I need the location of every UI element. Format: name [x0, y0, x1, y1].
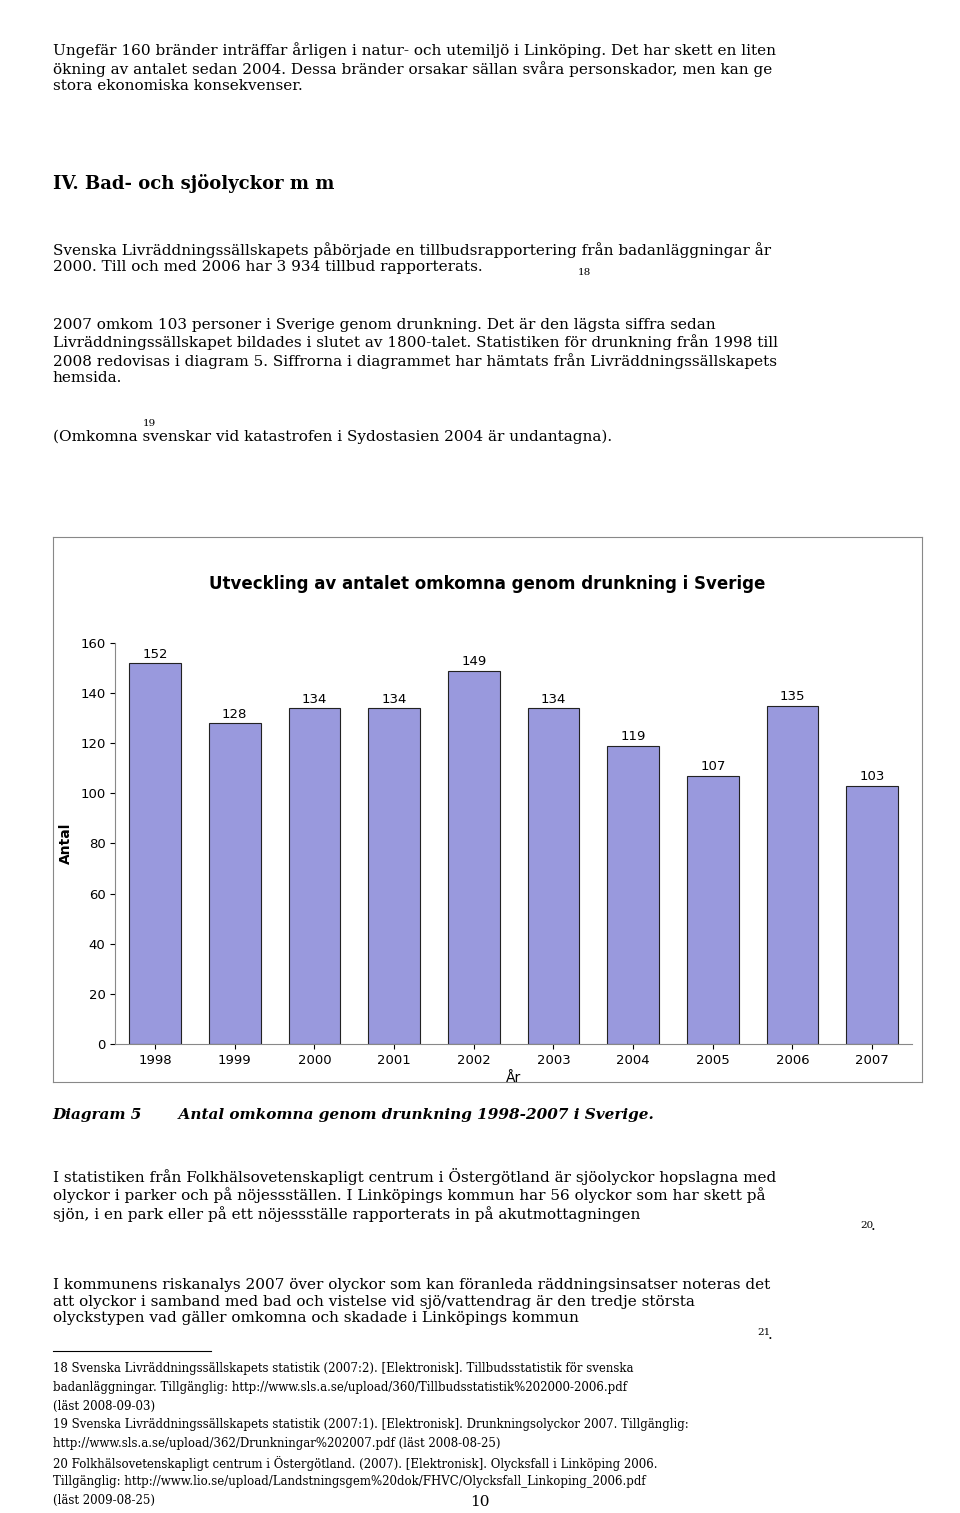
Text: I statistiken från Folkhälsovetenskapligt centrum i Östergötland är sjöolyckor h: I statistiken från Folkhälsovetenskaplig… — [53, 1168, 776, 1223]
Text: 103: 103 — [859, 770, 885, 784]
X-axis label: År: År — [506, 1071, 521, 1085]
Text: Tillgänglig: http://www.lio.se/upload/Landstningsgem%20dok/FHVC/Olycksfall_Linko: Tillgänglig: http://www.lio.se/upload/La… — [53, 1475, 645, 1489]
Text: Diagram 5: Diagram 5 — [53, 1108, 142, 1121]
Text: (läst 2008-09-03): (läst 2008-09-03) — [53, 1400, 155, 1413]
Text: 107: 107 — [700, 761, 726, 773]
Text: 18: 18 — [578, 268, 591, 277]
Text: I kommunens riskanalys 2007 över olyckor som kan föranleda räddningsinsatser not: I kommunens riskanalys 2007 över olyckor… — [53, 1278, 770, 1325]
Text: 134: 134 — [381, 693, 407, 705]
Text: 135: 135 — [780, 690, 805, 704]
Text: 10: 10 — [470, 1495, 490, 1508]
Text: 134: 134 — [540, 693, 566, 705]
Bar — [687, 776, 738, 1044]
Text: (Omkomna svenskar vid katastrofen i Sydostasien 2004 är undantagna).: (Omkomna svenskar vid katastrofen i Sydo… — [53, 430, 612, 445]
Text: http://www.sls.a.se/upload/362/Drunkningar%202007.pdf (läst 2008-08-25): http://www.sls.a.se/upload/362/Drunkning… — [53, 1437, 500, 1451]
Text: IV. Bad- och sjöolyckor m m: IV. Bad- och sjöolyckor m m — [53, 174, 334, 194]
Text: Ungefär 160 bränder inträffar årligen i natur- och utemiljö i Linköping. Det har: Ungefär 160 bränder inträffar årligen i … — [53, 42, 776, 92]
Bar — [528, 708, 579, 1044]
Text: badanläggningar. Tillgänglig: http://www.sls.a.se/upload/360/Tillbudsstatistik%2: badanläggningar. Tillgänglig: http://www… — [53, 1380, 627, 1393]
Bar — [369, 708, 420, 1044]
Text: .: . — [871, 1219, 876, 1233]
Text: 19 Svenska Livräddningssällskapets statistik (2007:1). [Elektronisk]. Drunknings: 19 Svenska Livräddningssällskapets stati… — [53, 1419, 688, 1431]
Text: 20 Folkhälsovetenskapligt centrum i Östergötland. (2007). [Elektronisk]. Olycksf: 20 Folkhälsovetenskapligt centrum i Öste… — [53, 1456, 658, 1471]
Text: 119: 119 — [620, 731, 646, 743]
Y-axis label: Antal: Antal — [60, 823, 73, 864]
Bar — [767, 705, 818, 1044]
Text: 128: 128 — [222, 708, 248, 720]
Bar — [209, 723, 260, 1044]
Text: 20: 20 — [860, 1221, 874, 1230]
Text: Utveckling av antalet omkomna genom drunkning i Sverige: Utveckling av antalet omkomna genom drun… — [209, 575, 765, 593]
Bar — [847, 785, 898, 1044]
Text: 2007 omkom 103 personer i Sverige genom drunkning. Det är den lägsta siffra seda: 2007 omkom 103 personer i Sverige genom … — [53, 318, 778, 384]
Bar — [448, 670, 499, 1044]
Bar — [608, 746, 659, 1044]
Text: Svenska Livräddningssällskapets påbörjade en tillbudsrapportering från badanlägg: Svenska Livräddningssällskapets påbörjad… — [53, 242, 771, 274]
Text: 21: 21 — [757, 1328, 771, 1337]
Text: 19: 19 — [143, 419, 156, 428]
Text: 134: 134 — [301, 693, 327, 705]
Text: Antal omkomna genom drunkning 1998-2007 i Sverige.: Antal omkomna genom drunkning 1998-2007 … — [168, 1108, 654, 1121]
Text: .: . — [768, 1328, 773, 1342]
Bar — [130, 663, 180, 1044]
Text: 18 Svenska Livräddningssällskapets statistik (2007:2). [Elektronisk]. Tillbudsst: 18 Svenska Livräddningssällskapets stati… — [53, 1362, 634, 1375]
Bar — [289, 708, 340, 1044]
Text: 152: 152 — [142, 648, 168, 661]
Text: 149: 149 — [461, 655, 487, 669]
Text: (läst 2009-08-25): (läst 2009-08-25) — [53, 1495, 155, 1507]
